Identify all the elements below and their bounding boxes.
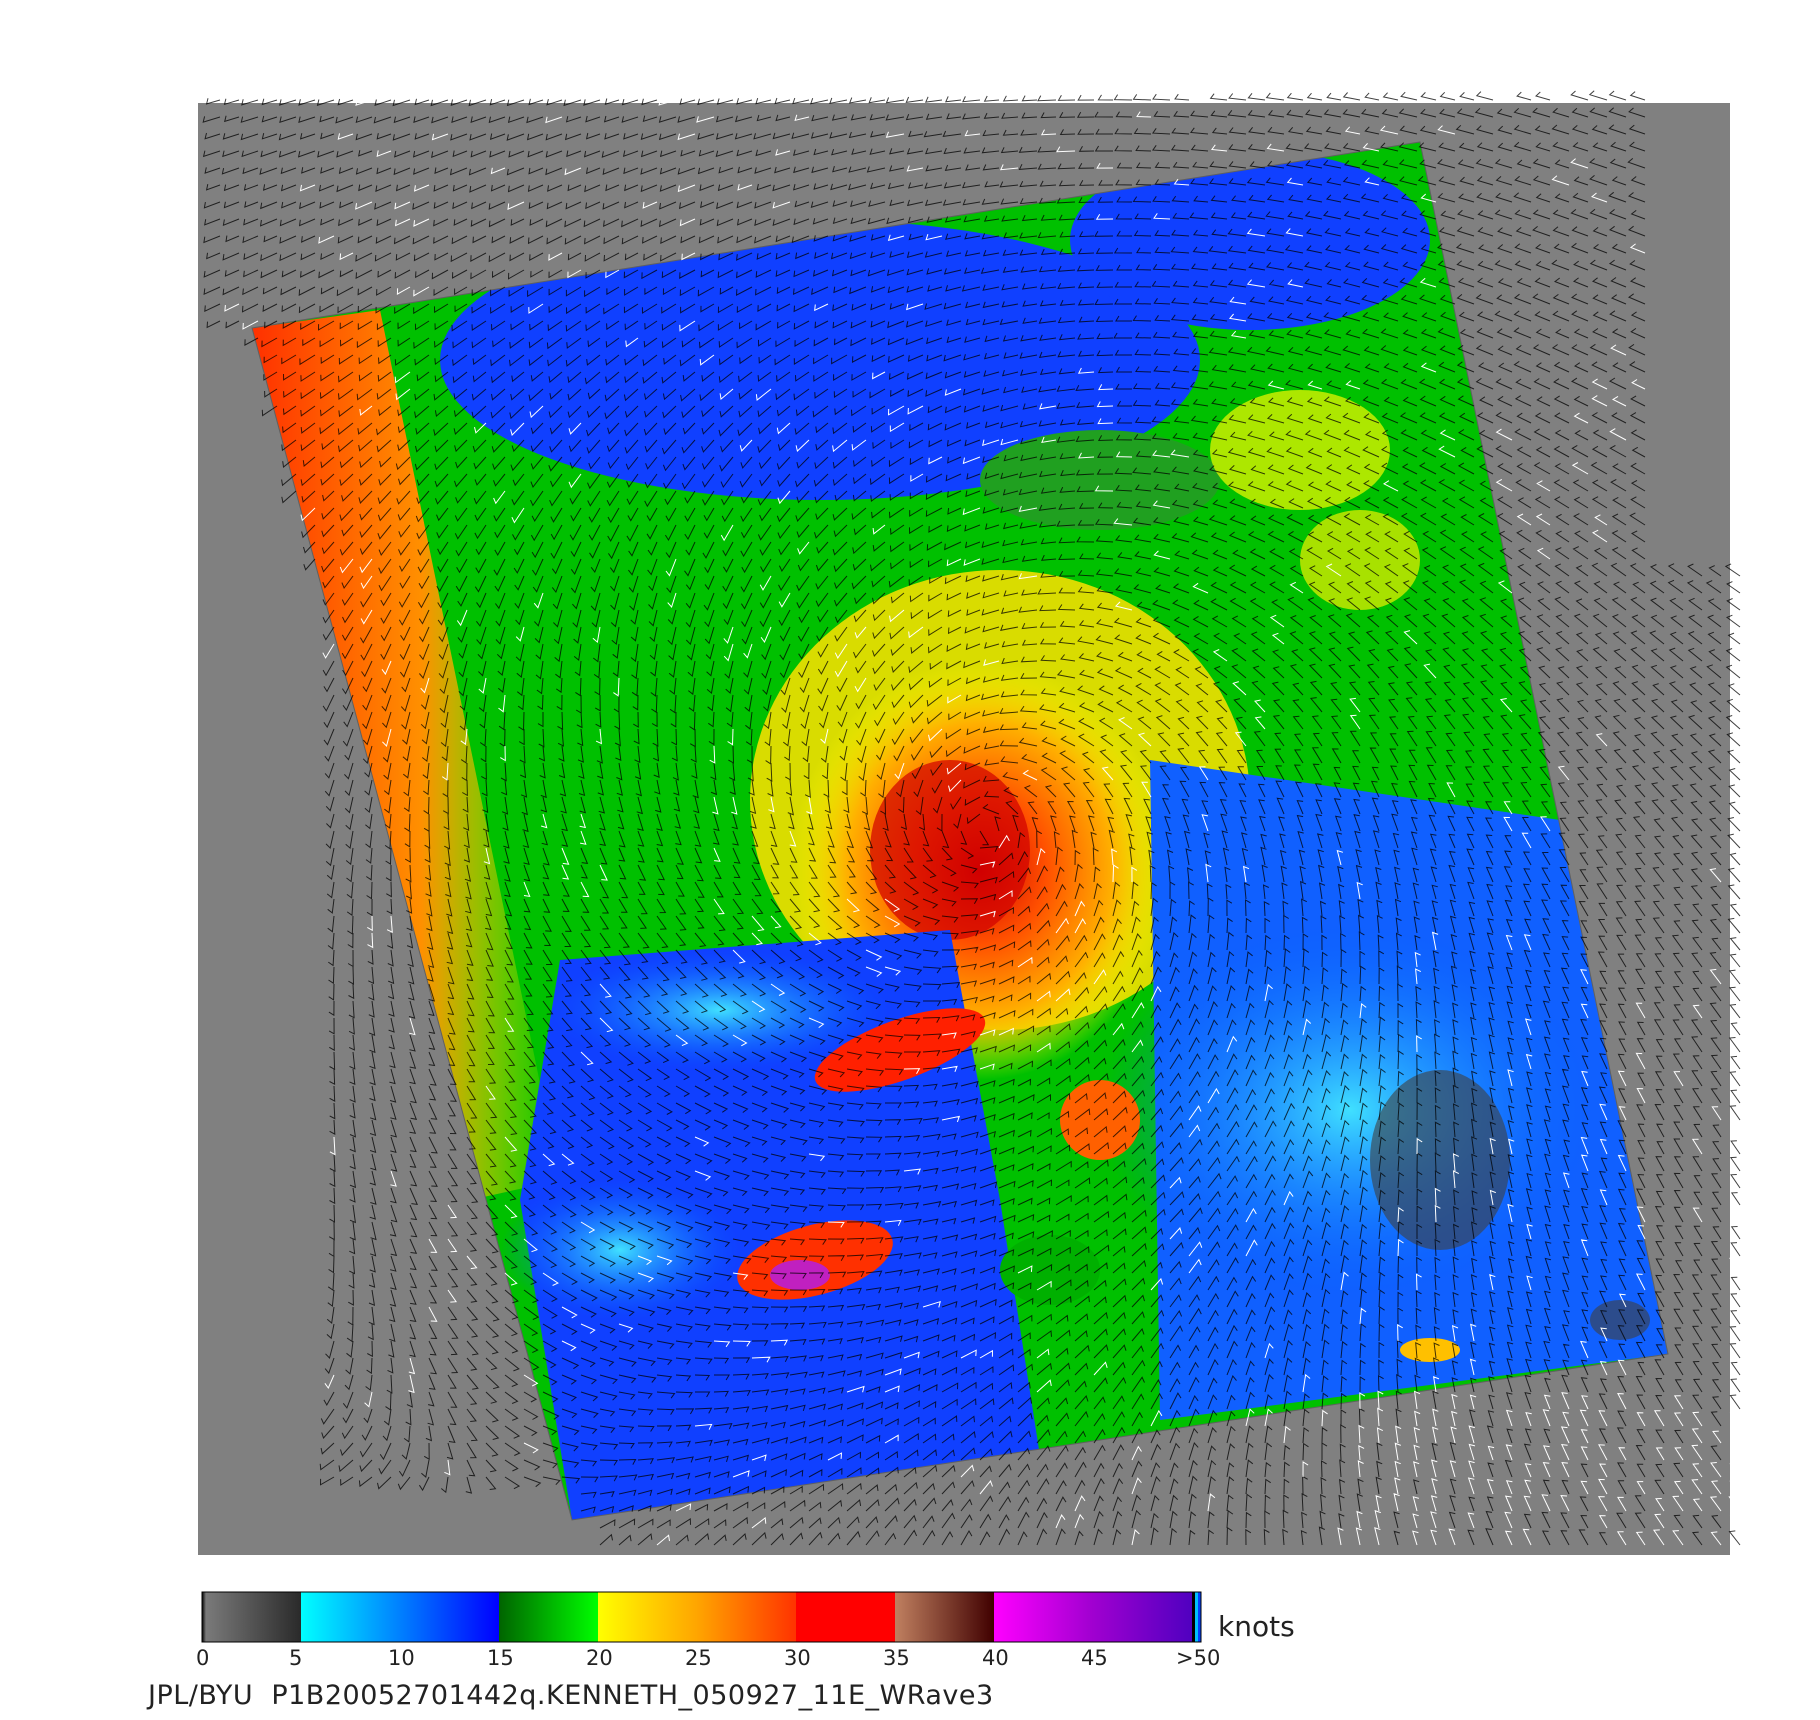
colorbar-segment xyxy=(206,1592,301,1642)
colorbar-segment xyxy=(1093,1592,1192,1642)
colorbar-segment xyxy=(499,1592,598,1642)
colorbar-tick: 0 xyxy=(196,1646,210,1670)
footer-caption: JPL/BYU P1B20052701442q.KENNETH_050927_1… xyxy=(148,1680,994,1711)
colorbar-segment xyxy=(598,1592,697,1642)
colorbar-tick: 35 xyxy=(883,1646,910,1670)
colorbar-tick: 25 xyxy=(685,1646,712,1670)
colorbar-tick: 15 xyxy=(487,1646,514,1670)
colorbar-end-stripe xyxy=(1198,1592,1201,1642)
wind-vectors-rain-flagged xyxy=(224,90,1741,1546)
colorbar-tick: 5 xyxy=(289,1646,303,1670)
colorbar-tick: 40 xyxy=(982,1646,1009,1670)
colorbar-tick: 30 xyxy=(784,1646,811,1670)
colorbar-end-stripe xyxy=(1195,1592,1198,1642)
swath-outline xyxy=(251,141,1669,1521)
colorbar-end-stripe xyxy=(1192,1592,1195,1642)
colorbar-segment xyxy=(202,1592,206,1642)
colorbar-segment xyxy=(400,1592,499,1642)
colorbar-tick: >50 xyxy=(1176,1646,1221,1670)
colorbar-tick: 20 xyxy=(586,1646,613,1670)
colorbar-units: knots xyxy=(1218,1610,1295,1643)
colorbar-segment xyxy=(697,1592,796,1642)
colorbar-segment xyxy=(301,1592,400,1642)
colorbar-segment xyxy=(796,1592,895,1642)
wind-vectors xyxy=(202,90,1741,1546)
wind-vectors-dark xyxy=(202,90,1741,1546)
colorbar xyxy=(201,1591,1202,1643)
colorbar-segment xyxy=(994,1592,1093,1642)
colorbar-tick: 45 xyxy=(1081,1646,1108,1670)
colorbar-border xyxy=(201,1591,1202,1643)
colorbar-tick: 10 xyxy=(388,1646,415,1670)
colorbar-segment xyxy=(895,1592,994,1642)
